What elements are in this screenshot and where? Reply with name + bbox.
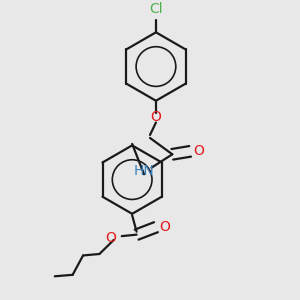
Text: HN: HN: [134, 164, 154, 178]
Text: Cl: Cl: [149, 2, 163, 16]
Text: O: O: [194, 144, 205, 158]
Text: O: O: [105, 231, 116, 244]
Text: O: O: [159, 220, 170, 234]
Text: O: O: [151, 110, 161, 124]
